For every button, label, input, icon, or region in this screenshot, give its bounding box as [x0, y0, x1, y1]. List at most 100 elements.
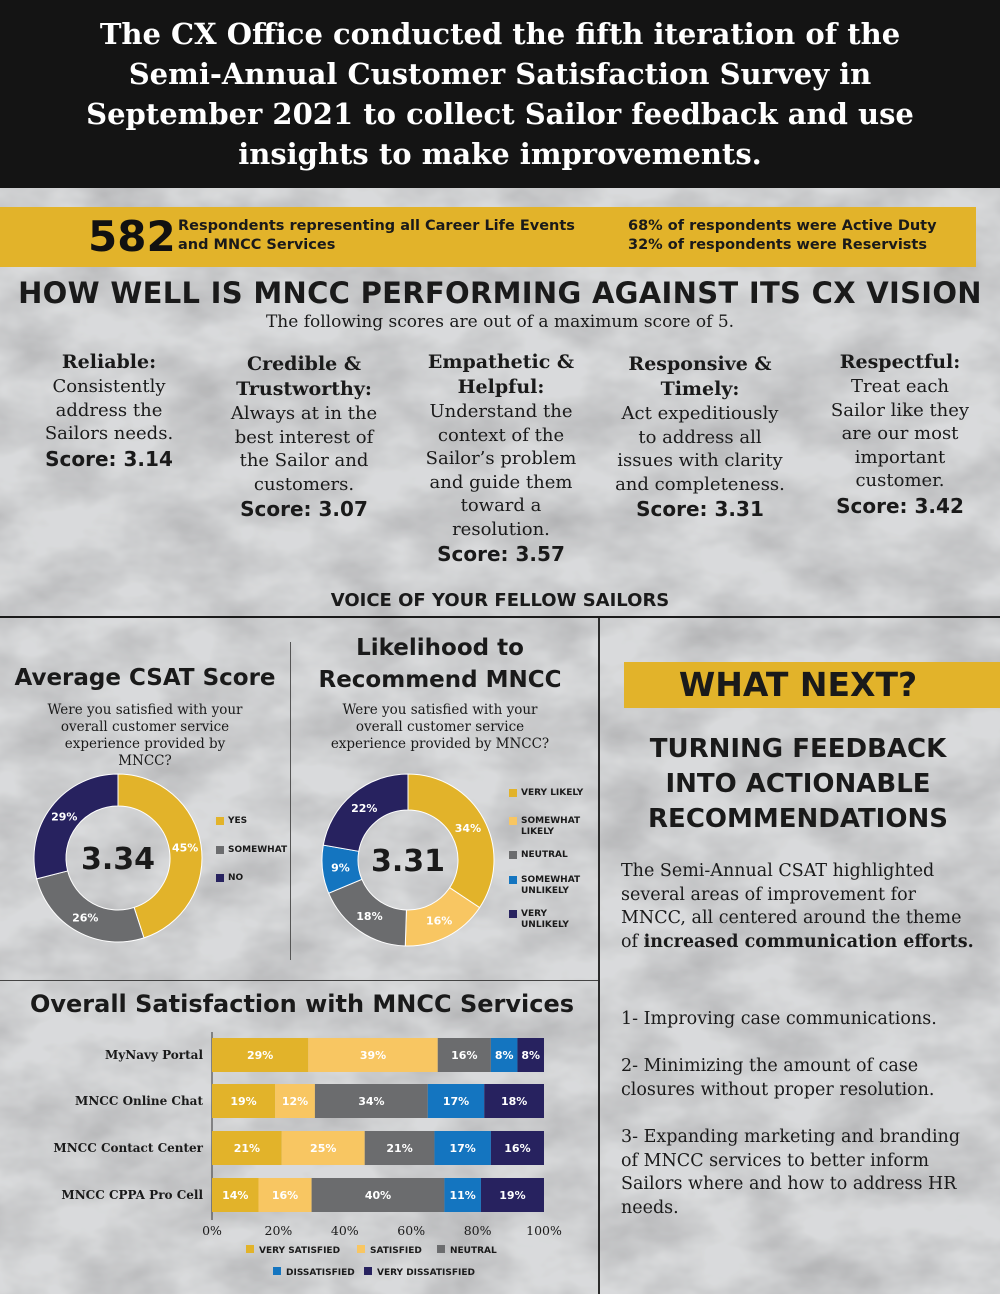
- legend-label: VERY UNLIKELY: [521, 909, 569, 930]
- bar-value-label: 34%: [358, 1095, 384, 1108]
- bar-value-label: 39%: [360, 1049, 386, 1062]
- x-tick-label: 100%: [526, 1223, 562, 1238]
- attribute-credible: Credible & Trustworthy: Always at in the…: [220, 352, 388, 522]
- legend-label: NEUTRAL: [521, 850, 568, 860]
- x-tick-label: 80%: [464, 1223, 492, 1238]
- donut-slice-label: 22%: [351, 802, 377, 815]
- legend-label: VERY SATISFIED: [259, 1246, 340, 1256]
- category-label: MNCC Online Chat: [75, 1094, 203, 1108]
- legend-swatch-neutral: [437, 1245, 445, 1253]
- donut-slice-label: 26%: [72, 912, 98, 925]
- attribute-name: Reliable:: [61, 351, 157, 373]
- attribute-name: Responsive & Timely:: [628, 353, 772, 400]
- chart-divider: [290, 642, 291, 960]
- bar-value-label: 21%: [386, 1142, 412, 1155]
- legend-label: YES: [228, 816, 248, 826]
- legend-label: SOMEWHAT LIKELY: [521, 816, 581, 837]
- donut-slice-no: [33, 773, 119, 880]
- bar-segment-satisfied: [308, 1038, 438, 1072]
- bar-segment-dissatisfied: [427, 1084, 485, 1118]
- donut-slice-label: 9%: [331, 862, 350, 875]
- bar-value-label: 16%: [504, 1142, 530, 1155]
- bar-segment-very-dissatisfied: [484, 1084, 544, 1118]
- bar-segment-satisfied: [275, 1084, 315, 1118]
- attribute-score: Score: 3.31: [636, 497, 764, 521]
- legend-swatch: [509, 851, 517, 859]
- legend-label: VERY DISSATISFIED: [377, 1268, 475, 1278]
- bar-value-label: 18%: [501, 1095, 527, 1108]
- what-next-title: WHAT NEXT?: [678, 665, 918, 704]
- category-label: MNCC CPPA Pro Cell: [61, 1188, 203, 1202]
- donut-slice-yes: [117, 773, 203, 939]
- legend-swatch: [509, 817, 517, 825]
- csat-donut-chart: 45% 26% 29% 3.34: [33, 773, 203, 943]
- category-label: MyNavy Portal: [105, 1048, 203, 1062]
- respondents-band: [0, 207, 976, 267]
- legend-swatch-dissatisfied: [273, 1267, 281, 1275]
- reservist-share: 32% of respondents were Reservists: [628, 237, 927, 253]
- bar-value-label: 17%: [443, 1095, 469, 1108]
- bar-segment-neutral: [437, 1038, 491, 1072]
- bar-segment-dissatisfied: [434, 1131, 491, 1165]
- respondent-split: 68% of respondents were Active Duty 32% …: [628, 217, 988, 255]
- legend-label: SOMEWHAT: [228, 845, 288, 855]
- bar-value-label: 16%: [272, 1189, 298, 1202]
- donut-center-score: 3.31: [371, 844, 445, 879]
- respondent-description: Respondents representing all Career Life…: [178, 218, 575, 253]
- attribute-description: Understand the context of the Sailor’s p…: [425, 401, 577, 540]
- legend-swatch: [216, 846, 224, 854]
- bar-segment-neutral: [314, 1084, 428, 1118]
- recommend-chart-question: Were you satisfied with your overall cus…: [330, 702, 550, 752]
- legend-swatch-satisfied: [357, 1245, 365, 1253]
- what-next-bar: [624, 662, 1000, 708]
- category-label: MNCC Contact Center: [53, 1141, 203, 1155]
- csat-chart-title: Average CSAT Score: [14, 665, 276, 691]
- bar-value-label: 8%: [521, 1049, 540, 1062]
- legend-label: VERY LIKELY: [521, 788, 584, 798]
- services-chart-title: Overall Satisfaction with MNCC Services: [29, 990, 575, 1018]
- bar-segment-very-satisfied: [212, 1084, 276, 1118]
- vision-subtitle: The following scores are out of a maximu…: [265, 312, 735, 332]
- voice-title: VOICE OF YOUR FELLOW SAILORS: [330, 590, 670, 611]
- attribute-description: Treat each Sailor like they are our most…: [830, 376, 970, 491]
- chart-divider-horizontal: [0, 980, 598, 981]
- recommendation-1: 1- Improving case communications.: [621, 1009, 937, 1029]
- bar-segment-very-satisfied: [212, 1131, 282, 1165]
- attribute-description: Always at in the best interest of the Sa…: [230, 403, 378, 495]
- active-duty-share: 68% of respondents were Active Duty: [628, 218, 937, 234]
- donut-slice-label: 29%: [51, 810, 77, 823]
- donut-slice-somewhat: [36, 870, 145, 943]
- bar-value-label: 11%: [449, 1189, 475, 1202]
- recommend-chart-title: Likelihood to Recommend MNCC: [318, 635, 562, 693]
- attribute-description: Consistently address the Sailors needs.: [44, 376, 174, 444]
- legend-swatch: [216, 817, 224, 825]
- attribute-responsive: Responsive & Timely: Act expeditiously t…: [614, 352, 786, 522]
- intro-text: The Semi-Annual CSAT highlighted several…: [621, 861, 962, 952]
- bar-value-label: 19%: [230, 1095, 256, 1108]
- vision-title: HOW WELL IS MNCC PERFORMING AGAINST ITS …: [18, 276, 982, 310]
- bar-segment-very-dissatisfied: [490, 1131, 544, 1165]
- services-stacked-bar-chart: MyNavy Portal 29% 39% 16% 8% 8% MNCC Online Ch…: [53, 1032, 562, 1278]
- bar-segment-very-dissatisfied: [480, 1178, 544, 1212]
- bar-value-label: 25%: [310, 1142, 336, 1155]
- legend-swatch: [216, 874, 224, 882]
- header-text: The CX Office conducted the fifth iterat…: [86, 17, 914, 171]
- bar-value-label: 14%: [222, 1189, 248, 1202]
- attribute-description: Act expeditiously to address all issues …: [615, 403, 785, 495]
- donut-slice-label: 16%: [426, 914, 452, 927]
- legend-label: SOMEWHAT UNLIKELY: [521, 875, 581, 896]
- legend-label: NO: [228, 873, 244, 883]
- bar-segment-dissatisfied: [444, 1178, 481, 1212]
- bar-value-label: 40%: [365, 1189, 391, 1202]
- legend-swatch-very-dissatisfied: [364, 1267, 372, 1275]
- x-tick-label: 20%: [265, 1223, 293, 1238]
- attribute-empathetic: Empathetic & Helpful: Understand the con…: [420, 350, 582, 567]
- attribute-respectful: Respectful: Treat each Sailor like they …: [822, 350, 978, 519]
- legend-swatch: [509, 789, 517, 797]
- section-divider: [0, 616, 1000, 618]
- bar-value-label: 19%: [499, 1189, 525, 1202]
- donut-center-score: 3.34: [81, 842, 155, 877]
- bar-segment-satisfied: [258, 1178, 312, 1212]
- legend-label: SATISFIED: [370, 1246, 422, 1256]
- header-banner: The CX Office conducted the fifth iterat…: [0, 0, 1000, 188]
